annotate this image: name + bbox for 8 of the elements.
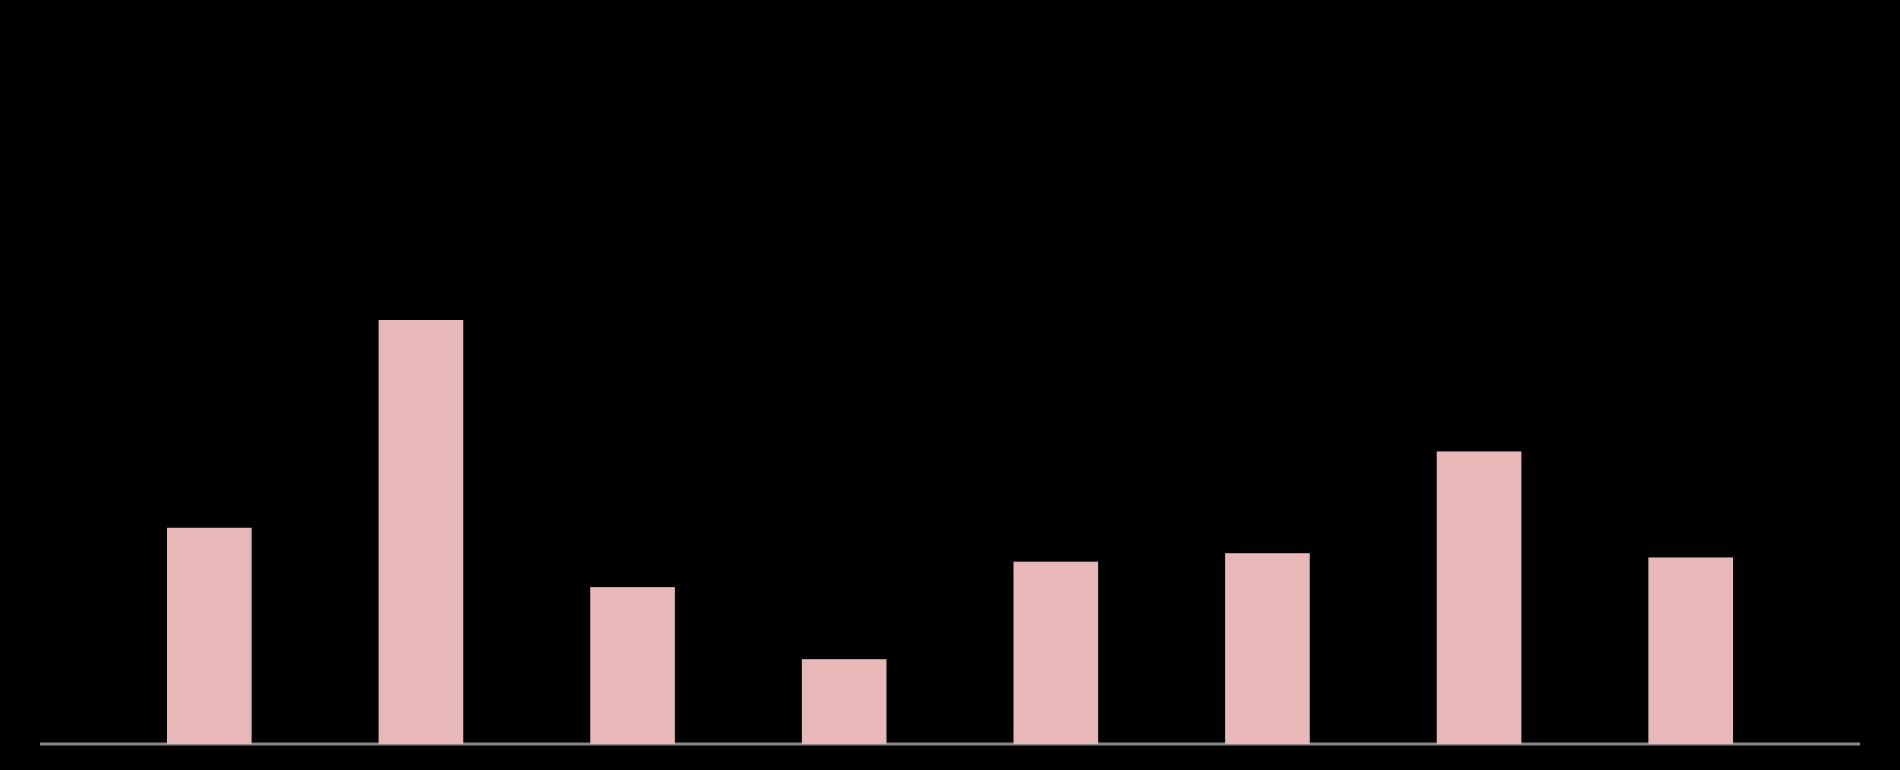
- bar: [166, 527, 252, 744]
- bar: [590, 587, 675, 744]
- bar: [1436, 451, 1522, 744]
- bar: [801, 659, 887, 744]
- bar: [1648, 557, 1734, 744]
- bar: [1225, 553, 1310, 744]
- bar: [378, 320, 464, 744]
- bar: [1013, 561, 1099, 744]
